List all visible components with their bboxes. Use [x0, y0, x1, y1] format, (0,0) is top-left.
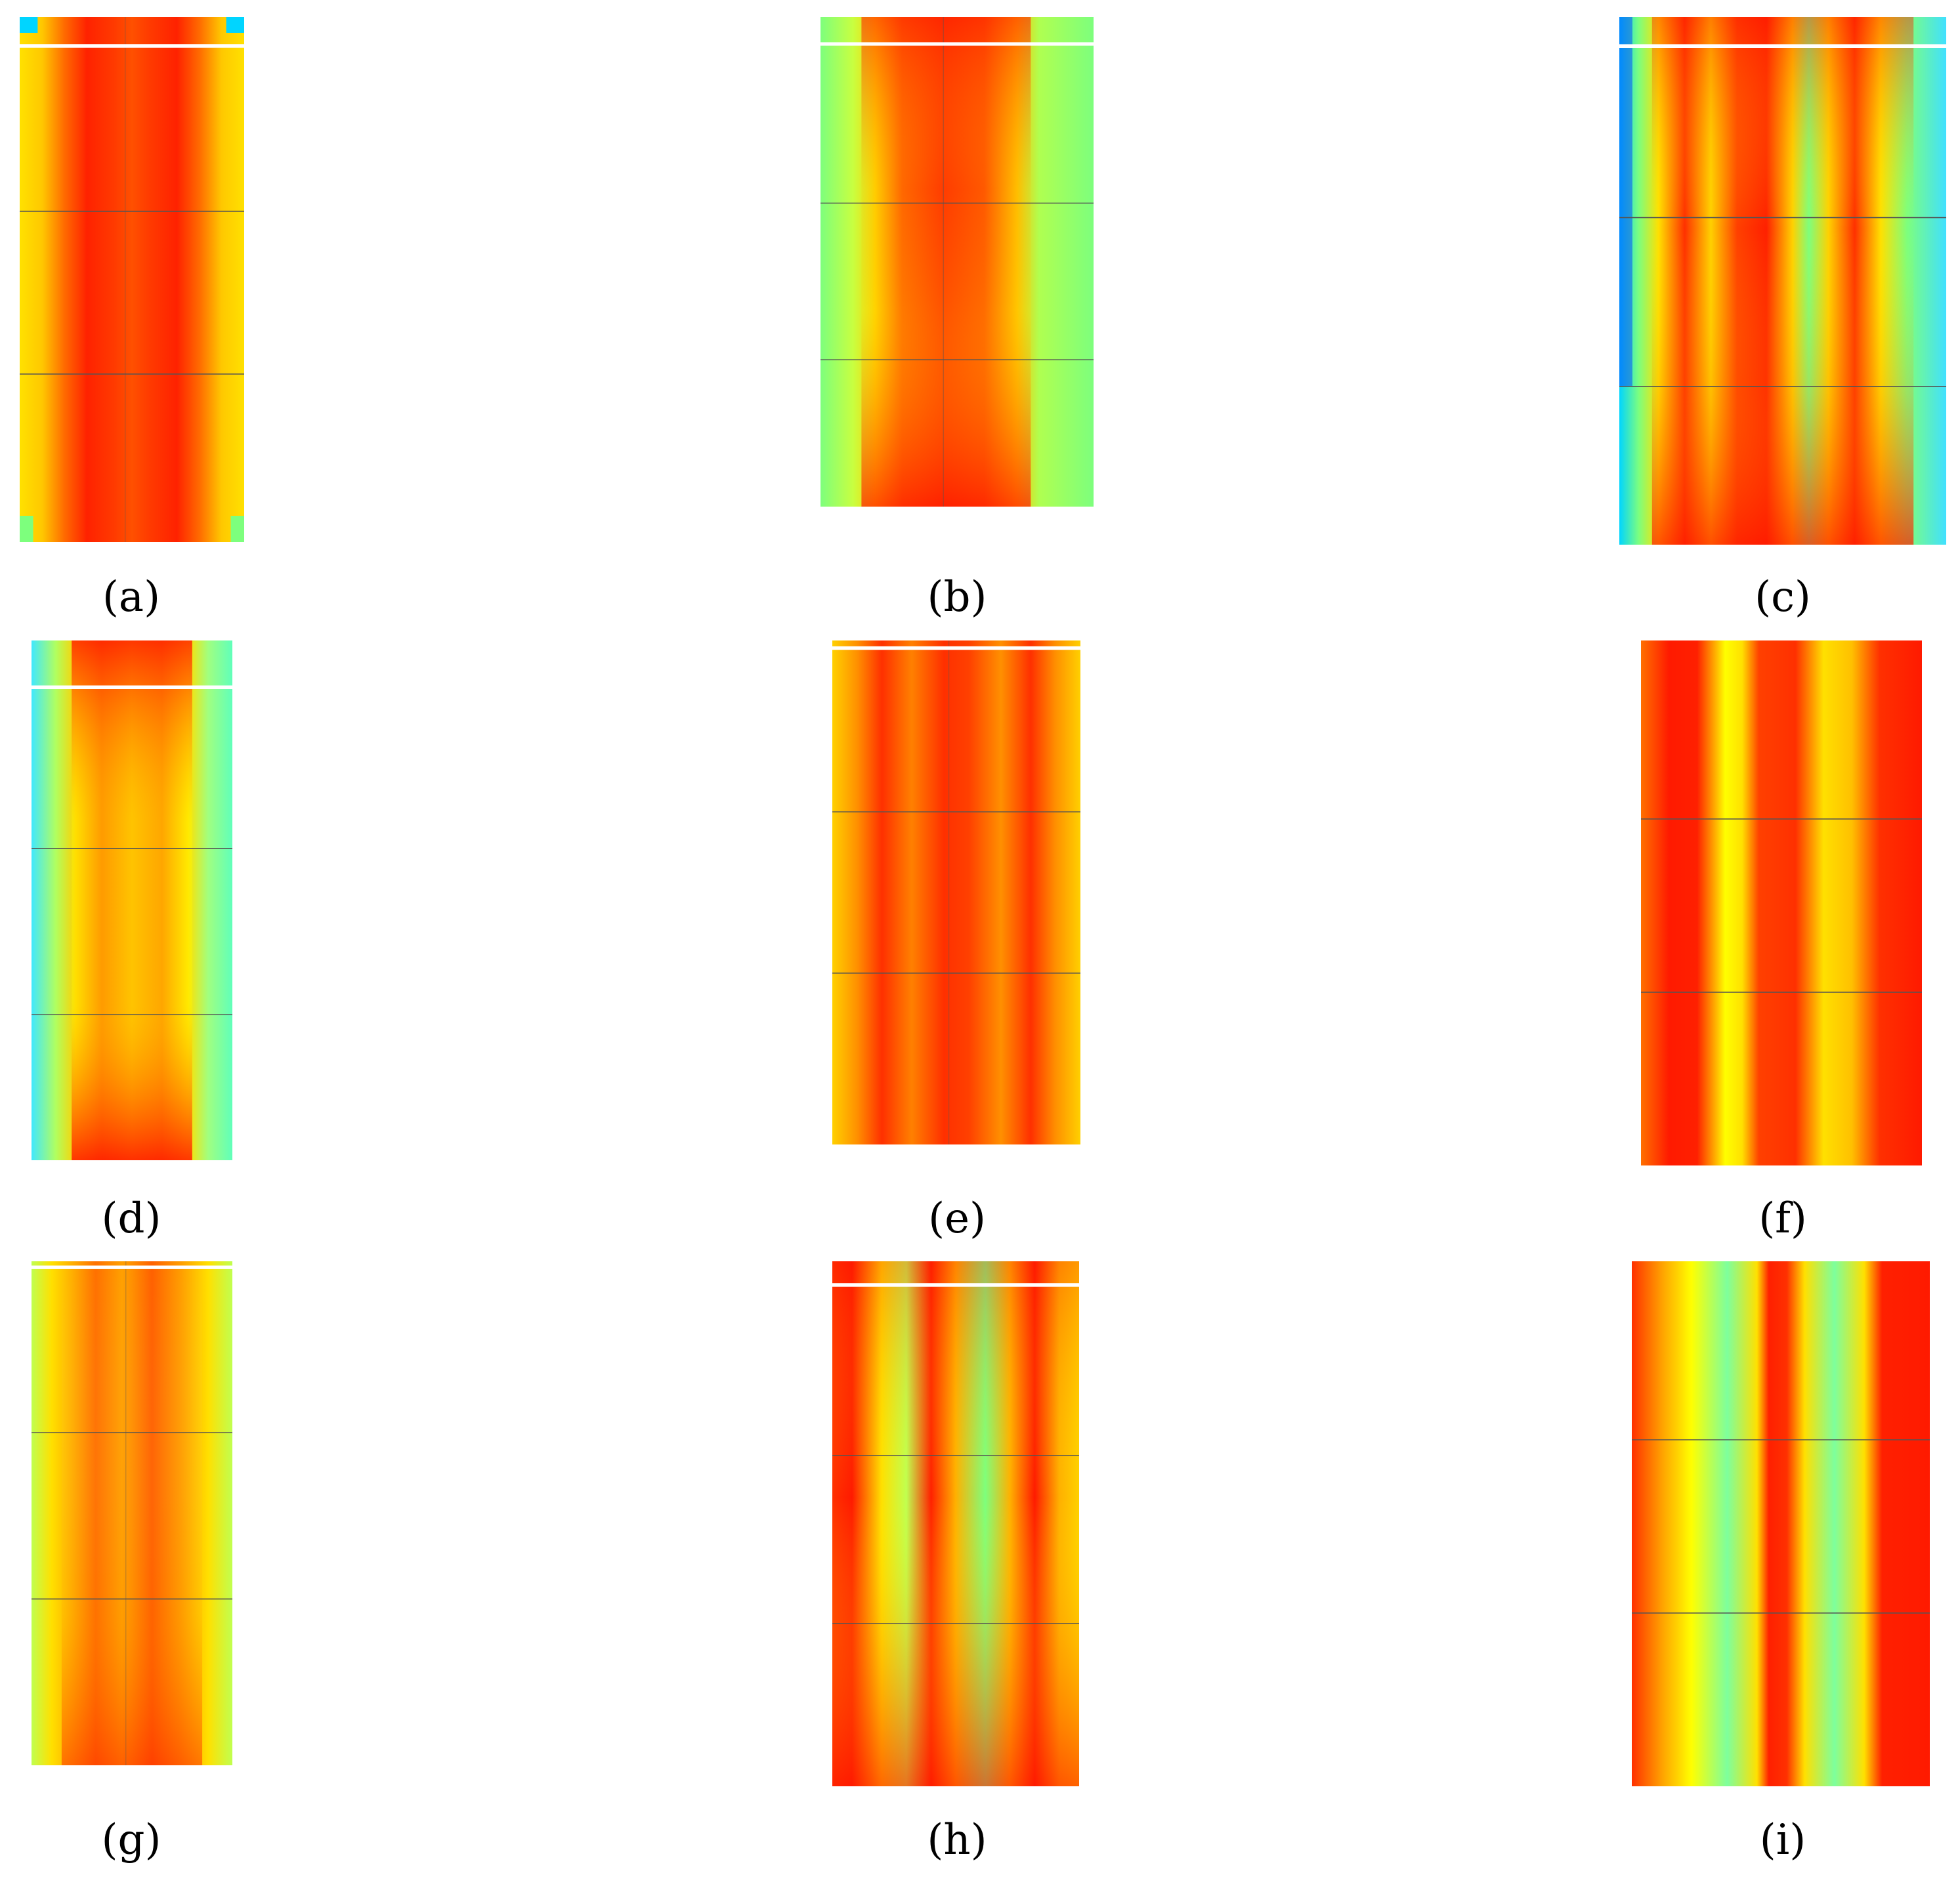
- heatmap-panel-a: [20, 17, 244, 542]
- caption-b: (b): [927, 573, 987, 621]
- heatmap-panel-g: [32, 1261, 232, 1765]
- heatmap-panel-c: [1619, 17, 1946, 545]
- caption-c: (c): [1755, 573, 1811, 621]
- caption-d: (d): [101, 1194, 161, 1243]
- heatmap-panel-h: [832, 1261, 1079, 1786]
- caption-g: (g): [101, 1816, 161, 1864]
- caption-a: (a): [102, 573, 161, 621]
- heatmap-panel-f: [1641, 640, 1922, 1165]
- heatmap-panel-e: [832, 640, 1080, 1144]
- caption-e: (e): [928, 1194, 986, 1243]
- heatmap-panel-i: [1632, 1261, 1930, 1786]
- caption-f: (f): [1758, 1194, 1807, 1243]
- caption-i: (i): [1759, 1816, 1806, 1864]
- heatmap-panel-b: [820, 17, 1094, 507]
- heatmap-panel-d: [32, 640, 232, 1160]
- caption-h: (h): [927, 1816, 987, 1864]
